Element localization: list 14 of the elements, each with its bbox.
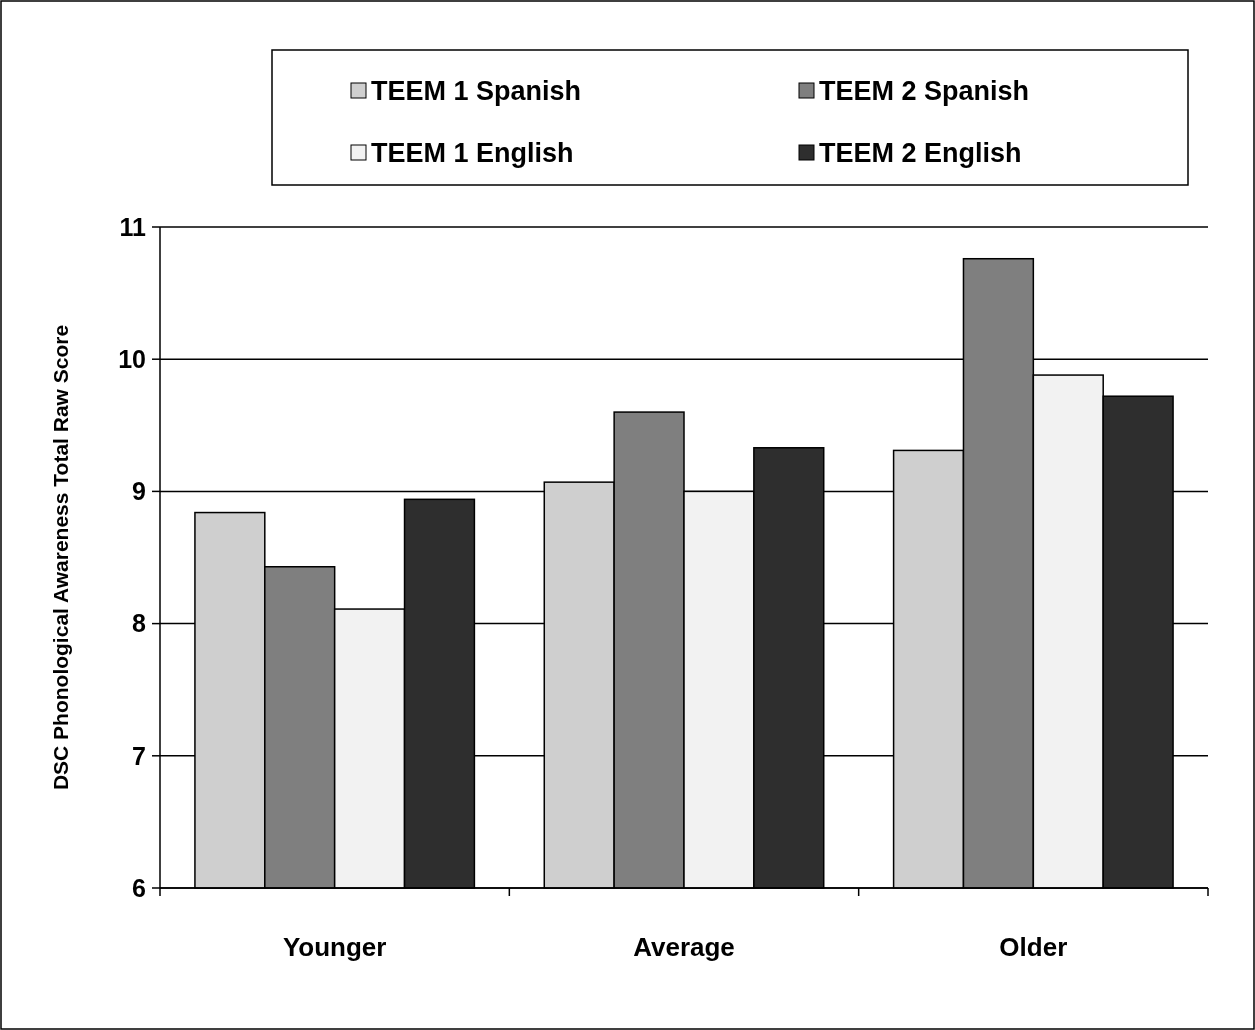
y-tick-label: 11	[119, 212, 147, 241]
y-axis-title: DSC Phonological Awareness Total Raw Score	[49, 324, 72, 791]
legend-label: TEEM 2 English	[819, 138, 1022, 169]
x-tick-label: Younger	[282, 932, 387, 962]
y-tick-label: 10	[118, 344, 146, 373]
x-tick-label: Average	[633, 932, 735, 962]
y-tick-label: 9	[132, 477, 146, 506]
legend-label: TEEM 1 Spanish	[371, 76, 582, 107]
x-tick-label: Older	[999, 932, 1068, 962]
y-tick-label: 8	[132, 609, 147, 638]
legend-label: TEEM 2 Spanish	[819, 76, 1030, 107]
y-tick-label: 7	[132, 741, 146, 770]
y-tick-label: 6	[132, 873, 146, 902]
legend-label: TEEM 1 English	[371, 138, 574, 169]
